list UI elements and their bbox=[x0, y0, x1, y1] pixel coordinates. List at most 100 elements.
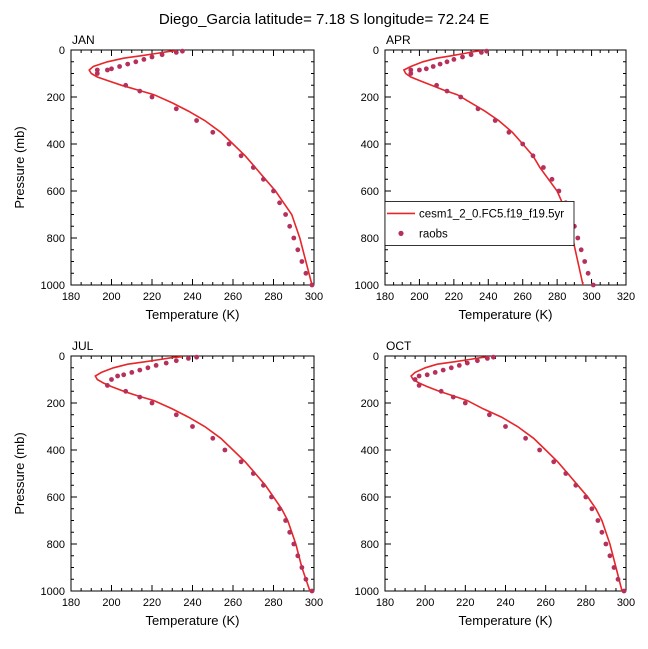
obs-point bbox=[551, 459, 557, 465]
x-tick-label: 220 bbox=[445, 291, 463, 303]
obs-point bbox=[541, 165, 546, 170]
obs-point bbox=[163, 360, 169, 366]
panel-label: JAN bbox=[72, 33, 95, 47]
obs-point bbox=[585, 270, 591, 276]
panel-oct: OCT 180 200 220 240 260 280 300 0 200 400 600 800 100… bbox=[355, 339, 636, 628]
obs-point bbox=[520, 141, 526, 147]
obs-point bbox=[440, 367, 446, 373]
obs-point bbox=[109, 66, 114, 72]
x-tick-label: 300 bbox=[305, 291, 323, 303]
x-tick-label: 200 bbox=[410, 291, 428, 303]
obs-point bbox=[416, 373, 422, 379]
obs-point bbox=[173, 50, 179, 55]
obs-point bbox=[250, 471, 256, 476]
y-tick-label: 800 bbox=[47, 233, 65, 245]
y-axis-label: Pressure (mb) bbox=[12, 432, 27, 514]
y-tick-label: 800 bbox=[361, 233, 379, 245]
obs-point bbox=[117, 64, 122, 69]
panel-label: APR bbox=[386, 33, 411, 47]
obs-point bbox=[412, 377, 418, 382]
obs-point bbox=[226, 141, 232, 147]
obs-point bbox=[408, 71, 414, 76]
obs-point bbox=[599, 529, 605, 535]
obs-point bbox=[277, 506, 282, 512]
y-tick-label: 800 bbox=[47, 539, 65, 551]
obs-point bbox=[222, 447, 228, 453]
plot-frame bbox=[70, 49, 315, 286]
obs-point bbox=[137, 88, 143, 94]
x-tick-label: 240 bbox=[479, 291, 497, 303]
obs-point bbox=[578, 247, 584, 253]
obs-point bbox=[295, 247, 301, 253]
obs-point bbox=[190, 424, 195, 429]
obs-point bbox=[159, 52, 165, 58]
x-tick-label: 260 bbox=[224, 597, 242, 609]
model-line bbox=[94, 355, 311, 592]
x-tick-label: 240 bbox=[183, 291, 201, 303]
y-tick-label: 400 bbox=[47, 139, 65, 151]
obs-point bbox=[462, 400, 468, 406]
x-tick-label: 280 bbox=[577, 597, 595, 609]
obs-point bbox=[186, 356, 191, 361]
obs-point bbox=[603, 541, 609, 547]
obs-point bbox=[460, 54, 465, 60]
obs-point bbox=[299, 565, 305, 570]
y-tick-label: 600 bbox=[361, 492, 379, 504]
obs-point bbox=[238, 459, 244, 465]
obs-point bbox=[271, 188, 276, 194]
obs-point bbox=[115, 373, 120, 379]
obs-point bbox=[291, 235, 297, 241]
obs-point bbox=[485, 356, 490, 361]
y-tick-label: 800 bbox=[361, 539, 379, 551]
obs-point bbox=[563, 471, 569, 476]
obs-point bbox=[149, 400, 155, 406]
x-axis-label: Temperature (K) bbox=[146, 613, 240, 628]
y-tick-label: 200 bbox=[361, 92, 379, 104]
obs-point bbox=[269, 494, 274, 500]
obs-point bbox=[299, 259, 305, 264]
y-tick-label: 600 bbox=[47, 186, 65, 198]
obs-point bbox=[503, 424, 508, 429]
obs-point bbox=[468, 52, 474, 58]
y-tick-label: 200 bbox=[47, 398, 65, 410]
obs-point bbox=[94, 71, 100, 76]
obs-point bbox=[430, 64, 436, 69]
y-tick-label: 1000 bbox=[355, 586, 379, 598]
obs-point bbox=[416, 383, 422, 388]
obs-point bbox=[621, 588, 627, 594]
x-axis-label: Temperature (K) bbox=[459, 307, 553, 322]
obs-point bbox=[583, 494, 589, 500]
y-tick-label: 0 bbox=[59, 351, 65, 363]
x-tick-label: 260 bbox=[536, 597, 554, 609]
obs-point bbox=[94, 67, 100, 73]
obs-point bbox=[475, 358, 480, 364]
legend-dot-swatch bbox=[398, 230, 404, 236]
obs-point bbox=[475, 106, 481, 112]
x-tick-label: 180 bbox=[376, 597, 394, 609]
panel-label: JUL bbox=[72, 339, 94, 353]
y-tick-label: 200 bbox=[47, 92, 65, 104]
obs-point bbox=[589, 506, 595, 512]
plot-frame bbox=[70, 355, 315, 592]
obs-point bbox=[450, 394, 456, 400]
obs-point bbox=[438, 388, 444, 394]
x-tick-label: 200 bbox=[102, 291, 120, 303]
x-tick-label: 280 bbox=[548, 291, 566, 303]
legend-box bbox=[384, 200, 575, 246]
y-tick-label: 1000 bbox=[355, 280, 379, 292]
obs-point bbox=[133, 59, 139, 65]
obs-point bbox=[458, 94, 464, 100]
obs-point bbox=[194, 118, 200, 123]
obs-point bbox=[530, 153, 536, 159]
y-tick-label: 200 bbox=[361, 398, 379, 410]
obs-point bbox=[173, 358, 179, 364]
obs-point bbox=[444, 59, 450, 65]
obs-point bbox=[283, 518, 288, 523]
legend-item-model: cesm1_2_0.FC5.f19_f19.5yr bbox=[419, 208, 564, 220]
y-tick-label: 0 bbox=[373, 351, 379, 363]
x-tick-label: 240 bbox=[183, 597, 201, 609]
obs-point bbox=[575, 235, 581, 241]
obs-point bbox=[210, 129, 216, 135]
obs-point bbox=[437, 61, 443, 67]
